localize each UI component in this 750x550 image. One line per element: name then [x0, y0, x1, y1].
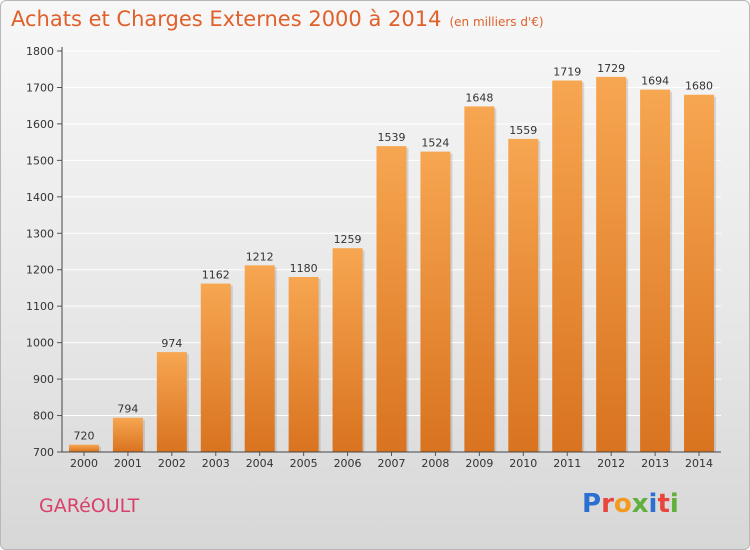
logo-letter: o: [613, 489, 632, 519]
logo-letter: i: [669, 489, 679, 519]
value-label: 1539: [378, 131, 406, 144]
y-tick-label: 1700: [26, 81, 54, 94]
bar-2002: [156, 352, 187, 452]
y-tick-label: 1800: [26, 45, 54, 58]
y-tick-label: 1000: [26, 337, 54, 350]
bar-2012: [596, 76, 627, 453]
value-label: 974: [161, 337, 182, 350]
x-tick-label: 2010: [509, 457, 537, 470]
y-tick-label: 1600: [26, 118, 54, 131]
x-tick-label: 2004: [246, 457, 274, 470]
bar-2005: [288, 277, 319, 452]
y-tick-label: 1400: [26, 191, 54, 204]
value-label: 1524: [421, 137, 449, 150]
bar-2009: [464, 106, 495, 452]
x-tick-label: 2008: [421, 457, 449, 470]
x-tick-label: 2003: [202, 457, 230, 470]
y-tick-label: 1200: [26, 264, 54, 277]
x-tick-label: 2012: [597, 457, 625, 470]
bar-2011: [552, 80, 583, 452]
logo-letter: i: [648, 489, 658, 519]
value-label: 794: [117, 403, 138, 416]
value-label: 1680: [685, 80, 713, 93]
y-tick-label: 800: [33, 410, 54, 423]
value-label: 1719: [553, 66, 581, 79]
bar-2010: [508, 138, 539, 452]
value-label: 1694: [641, 75, 669, 88]
bar-2000: [68, 444, 99, 452]
logo-letter: P: [582, 489, 602, 519]
x-tick-label: 2011: [553, 457, 581, 470]
x-tick-label: 2005: [290, 457, 318, 470]
y-tick-label: 700: [33, 446, 54, 459]
value-label: 1162: [202, 269, 230, 282]
y-tick-label: 1300: [26, 227, 54, 240]
value-label: 1259: [334, 233, 362, 246]
bar-2001: [112, 417, 143, 452]
axes: 700 800 900 1000 1100 1200 1300 1400 1500 1600 170…: [26, 45, 721, 470]
logo-letter: t: [657, 489, 670, 519]
value-label: 1559: [509, 124, 537, 137]
bar-2007: [376, 146, 407, 452]
bar-2014: [684, 94, 715, 452]
value-label: 1648: [465, 91, 493, 104]
bar-2008: [420, 151, 451, 452]
bar-2004: [244, 265, 275, 452]
x-tick-label: 2002: [158, 457, 186, 470]
chart-title-text: Achats et Charges Externes 2000 à 2014: [11, 7, 442, 31]
y-tick-label: 1100: [26, 300, 54, 313]
x-tick-label: 2013: [641, 457, 669, 470]
commune-name: GARéOULT: [39, 495, 140, 517]
chart-title: Achats et Charges Externes 2000 à 2014 (e…: [11, 7, 544, 31]
logo-letter: r: [601, 489, 614, 519]
value-label: 1729: [597, 62, 625, 75]
proxiti-logo[interactable]: Proxiti: [582, 489, 679, 519]
value-label: 720: [73, 430, 94, 443]
chart-subtitle: (en milliers d'€): [449, 15, 544, 29]
value-label: 1180: [290, 262, 318, 275]
x-tick-label: 2006: [334, 457, 362, 470]
y-tick-label: 900: [33, 373, 54, 386]
value-label: 1212: [246, 250, 274, 263]
bars: 720 794 974 1162 1212 1180 1259 1539 1524 1648 155…: [68, 62, 717, 453]
x-tick-label: 2001: [114, 457, 142, 470]
x-tick-label: 2014: [685, 457, 713, 470]
y-tick-label: 1500: [26, 154, 54, 167]
x-tick-label: 2000: [70, 457, 98, 470]
bar-2013: [640, 89, 671, 452]
bar-2006: [332, 248, 363, 452]
logo-letter: x: [631, 489, 649, 519]
x-tick-label: 2009: [465, 457, 493, 470]
bar-2003: [200, 283, 231, 452]
x-tick-label: 2007: [378, 457, 406, 470]
